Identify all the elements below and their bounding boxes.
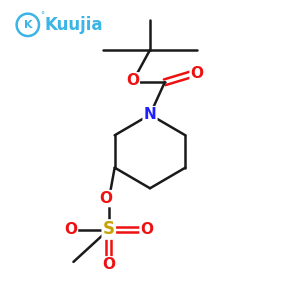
Text: O: O <box>102 257 115 272</box>
Text: O: O <box>190 66 204 81</box>
Text: N: N <box>144 107 156 122</box>
Text: K: K <box>24 20 32 30</box>
Text: °: ° <box>40 11 45 20</box>
Text: Kuujia: Kuujia <box>45 16 104 34</box>
Text: S: S <box>103 220 115 238</box>
Text: O: O <box>126 73 139 88</box>
Text: O: O <box>99 191 112 206</box>
Text: O: O <box>64 222 77 237</box>
Text: O: O <box>141 222 154 237</box>
